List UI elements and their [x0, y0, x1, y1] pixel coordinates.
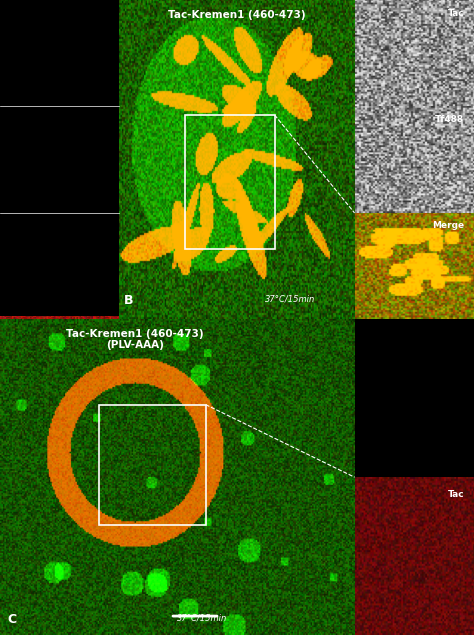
- Text: C: C: [7, 613, 16, 625]
- Text: Tac: Tac: [448, 8, 465, 18]
- Text: Merge: Merge: [69, 537, 101, 546]
- Text: Tac: Tac: [448, 490, 465, 499]
- Bar: [99, 404, 206, 525]
- Text: A: A: [9, 613, 18, 627]
- Text: 37°C/15min: 37°C/15min: [265, 295, 316, 304]
- Text: Merge: Merge: [432, 222, 465, 231]
- Text: 37°C/15min: 37°C/15min: [177, 613, 228, 622]
- Text: Tf488: Tf488: [435, 115, 465, 124]
- Text: B: B: [124, 293, 134, 307]
- Bar: [185, 115, 274, 249]
- Text: AP-2: AP-2: [82, 431, 105, 439]
- Text: Tac-Kremen1 (460-473): Tac-Kremen1 (460-473): [168, 10, 306, 20]
- Text: Tac-Kremen1 (460-473)
(PLV-AAA): Tac-Kremen1 (460-473) (PLV-AAA): [66, 329, 203, 351]
- Text: Tac-Kremen1
(460-473): Tac-Kremen1 (460-473): [32, 324, 88, 344]
